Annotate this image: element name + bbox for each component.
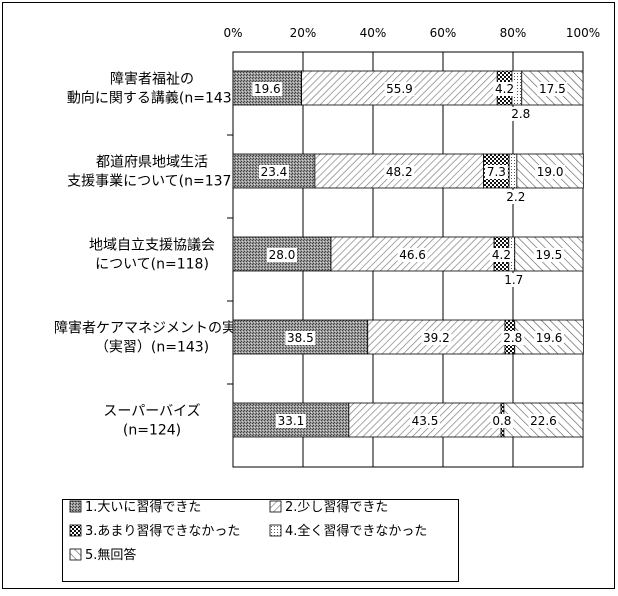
data-label: 23.4 [261, 165, 288, 179]
legend-swatch [269, 524, 282, 537]
data-label-bg [275, 414, 306, 428]
data-label-bg [484, 165, 508, 179]
data-label: 46.6 [399, 248, 426, 262]
bar-segment [521, 70, 584, 106]
data-label: 19.5 [536, 248, 563, 262]
data-label-bg [493, 82, 517, 96]
x-tick-label: 0% [223, 26, 242, 40]
legend-swatch [69, 500, 82, 513]
x-tick-label: 60% [430, 26, 457, 40]
bar-segment [516, 153, 584, 189]
category-label: 都道府県地域生活 [96, 155, 208, 171]
data-label-bg [489, 248, 513, 262]
x-tick-label: 40% [360, 26, 387, 40]
data-label-bg [421, 331, 452, 345]
data-label-bg [252, 82, 283, 96]
data-label-bg [537, 82, 568, 96]
category-label: （実習）(n=143) [95, 340, 209, 356]
data-label: 7.3 [487, 165, 506, 179]
data-label: 4.2 [492, 248, 511, 262]
legend-swatch [69, 524, 82, 537]
data-label-bg [267, 248, 297, 262]
data-label: 43.5 [412, 414, 439, 428]
data-label-bg [504, 190, 528, 204]
data-label: 55.9 [386, 82, 413, 96]
data-label-bg [533, 248, 564, 262]
legend-box [62, 499, 459, 582]
category-label: 支援事業について(n=137) [67, 174, 237, 190]
data-label: 2.8 [503, 331, 522, 345]
data-label: 19.6 [254, 82, 281, 96]
data-label-bg [509, 107, 533, 121]
x-tick-label: 20% [290, 26, 317, 40]
data-label: 38.5 [287, 331, 314, 345]
data-label: 2.8 [511, 107, 530, 121]
legend-entry: 4.全く習得できなかった [285, 523, 427, 539]
data-label: 4.2 [495, 82, 514, 96]
category-label: 障害者ケアマネジメントの実践 [54, 321, 250, 337]
data-label: 28.0 [269, 248, 296, 262]
x-tick-label: 100% [566, 26, 600, 40]
data-label: 33.1 [278, 414, 305, 428]
data-label-bg [534, 331, 565, 345]
bars [232, 70, 584, 438]
data-label-bg [409, 414, 440, 428]
category-label: 障害者福祉の [110, 72, 194, 88]
data-label-bg [384, 165, 415, 179]
data-label-bg [490, 414, 514, 428]
data-label: 17.5 [539, 82, 566, 96]
legend-entry: 5.無回答 [85, 547, 136, 563]
data-label: 22.6 [530, 414, 557, 428]
data-label-bg [528, 414, 559, 428]
data-label-bg [285, 331, 316, 345]
x-tick-label: 80% [500, 26, 527, 40]
legend-entry: 1.大いに習得できた [85, 499, 201, 515]
data-label: 19.6 [536, 331, 563, 345]
legend: 1.大いに習得できた 2.少し習得できた 3.あまり習得できなかった 4.全く習得でき… [62, 499, 459, 582]
data-label-bg [258, 165, 289, 179]
category-label: 動向に関する講義(n=143) [67, 90, 237, 107]
category-label: スーパーバイズ [103, 404, 200, 420]
category-label: について(n=118) [95, 257, 209, 273]
data-label: 39.2 [423, 331, 450, 345]
data-label: 2.2 [506, 190, 525, 204]
bar-segment [508, 153, 518, 189]
data-label: 19.0 [537, 165, 564, 179]
category-label: 地域自立支援協議会 [89, 237, 215, 254]
x-axis-ticks: 0% 20% 40% 60% 80% 100% [223, 26, 600, 40]
data-label-bg [384, 82, 415, 96]
data-label: 1.7 [504, 273, 523, 287]
data-label-bg [397, 248, 428, 262]
data-labels: 19.6 55.9 4.2 2.8 17.5 23.4 48.2 7.32.2 19.0 28.0… [252, 82, 568, 428]
legend-entry: 3.あまり習得できなかった [85, 523, 240, 539]
legend-entry: 2.少し習得できた [285, 499, 388, 515]
data-label: 0.8 [492, 414, 511, 428]
legend-swatch [269, 500, 282, 513]
legend-swatch [69, 548, 82, 561]
data-label-bg [535, 165, 566, 179]
data-label-bg [502, 273, 526, 287]
data-label: 48.2 [386, 165, 413, 179]
category-label: (n=124) [123, 423, 181, 439]
data-label-bg [501, 331, 525, 345]
